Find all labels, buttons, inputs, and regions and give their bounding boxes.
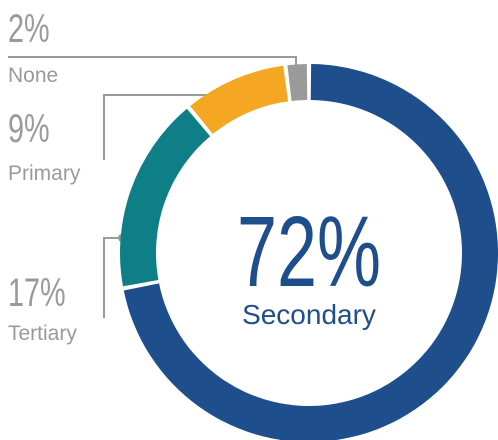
value-label: 17% <box>8 270 66 315</box>
center-category-label: Secondary <box>242 299 376 330</box>
leader-line <box>103 94 218 160</box>
leader-line <box>103 237 122 318</box>
category-label: Tertiary <box>8 322 77 345</box>
donut-segment <box>120 108 211 287</box>
value-label: 9% <box>8 106 50 151</box>
center-value-label: 72% <box>237 196 381 307</box>
value-label: 2% <box>8 6 50 51</box>
donut-segment <box>190 65 289 135</box>
donut-segment <box>287 64 308 101</box>
category-label: Primary <box>8 162 81 185</box>
category-label: None <box>8 64 58 87</box>
